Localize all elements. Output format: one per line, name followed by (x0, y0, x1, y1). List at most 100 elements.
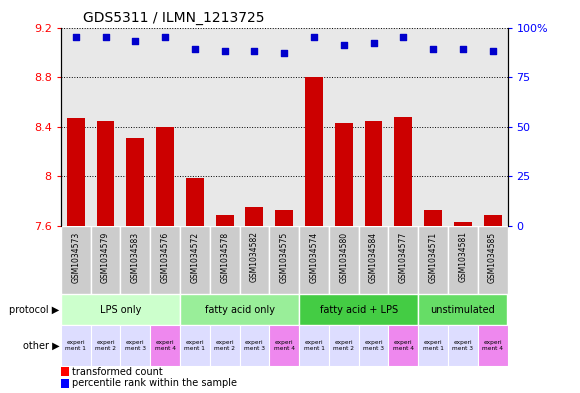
Bar (150, 325, 180, 365)
Text: LPS only: LPS only (100, 305, 141, 315)
Text: percentile rank within the sample: percentile rank within the sample (72, 378, 237, 388)
Bar (186, 178, 204, 226)
Text: GSM1034579: GSM1034579 (101, 231, 110, 283)
Bar (276, 210, 293, 226)
Bar (329, 325, 358, 365)
Bar (484, 215, 502, 226)
Text: experi
ment 2: experi ment 2 (334, 340, 354, 351)
Text: fatty acid only: fatty acid only (205, 305, 274, 315)
Point (458, 46, 467, 53)
Text: GSM1034577: GSM1034577 (399, 231, 408, 283)
Point (250, 48, 259, 55)
Bar (358, 325, 389, 365)
Point (398, 34, 408, 40)
Text: transformed count: transformed count (72, 367, 163, 376)
Text: experi
ment 1: experi ment 1 (423, 340, 444, 351)
Point (280, 50, 289, 57)
Bar (448, 325, 478, 365)
Text: GSM1034584: GSM1034584 (369, 231, 378, 283)
Bar (240, 226, 269, 294)
Text: experi
ment 1: experi ment 1 (66, 340, 86, 351)
Point (339, 42, 349, 48)
Bar (121, 226, 150, 294)
Bar (269, 325, 299, 365)
Text: experi
ment 4: experi ment 4 (155, 340, 176, 351)
Bar (365, 121, 382, 226)
Point (220, 48, 229, 55)
Bar (454, 222, 472, 226)
Bar (418, 325, 448, 365)
Bar (61, 226, 90, 294)
Bar (329, 226, 358, 294)
Text: GSM1034583: GSM1034583 (131, 231, 140, 283)
Text: other ▶: other ▶ (23, 340, 59, 350)
Text: experi
ment 3: experi ment 3 (452, 340, 473, 351)
Bar (389, 226, 418, 294)
Bar (97, 121, 114, 226)
Text: GSM1034574: GSM1034574 (310, 231, 318, 283)
Point (488, 48, 497, 55)
Bar (61, 379, 69, 388)
Bar (210, 226, 240, 294)
Bar (216, 215, 234, 226)
Bar (90, 226, 121, 294)
Text: experi
ment 4: experi ment 4 (482, 340, 503, 351)
Bar (210, 325, 240, 365)
Bar (335, 123, 353, 226)
Bar (126, 138, 144, 226)
Bar (358, 226, 389, 294)
Bar (305, 77, 323, 226)
Text: GSM1034575: GSM1034575 (280, 231, 289, 283)
Text: experi
ment 2: experi ment 2 (214, 340, 235, 351)
Point (309, 34, 318, 40)
Text: experi
ment 3: experi ment 3 (244, 340, 265, 351)
Bar (90, 325, 121, 365)
Bar (418, 226, 448, 294)
Bar (61, 294, 180, 325)
Bar (478, 226, 508, 294)
Text: unstimulated: unstimulated (430, 305, 495, 315)
Text: GSM1034578: GSM1034578 (220, 231, 229, 283)
Bar (418, 294, 508, 325)
Bar (299, 294, 418, 325)
Text: experi
ment 4: experi ment 4 (393, 340, 414, 351)
Bar (150, 226, 180, 294)
Bar (389, 325, 418, 365)
Text: GSM1034576: GSM1034576 (161, 231, 169, 283)
Text: GSM1034581: GSM1034581 (458, 231, 467, 283)
Text: GSM1034580: GSM1034580 (339, 231, 348, 283)
Text: GSM1034572: GSM1034572 (190, 231, 200, 283)
Bar (240, 325, 269, 365)
Bar (61, 367, 69, 376)
Bar (180, 226, 210, 294)
Bar (394, 117, 412, 226)
Bar (61, 325, 90, 365)
Point (190, 46, 200, 53)
Bar (156, 127, 174, 226)
Text: GSM1034585: GSM1034585 (488, 231, 497, 283)
Text: experi
ment 4: experi ment 4 (274, 340, 295, 351)
Point (130, 38, 140, 44)
Bar (245, 208, 263, 226)
Point (101, 34, 110, 40)
Bar (67, 118, 85, 226)
Point (71, 34, 81, 40)
Bar (424, 210, 442, 226)
Bar (269, 226, 299, 294)
Text: experi
ment 3: experi ment 3 (125, 340, 146, 351)
Bar (448, 226, 478, 294)
Text: GSM1034573: GSM1034573 (71, 231, 80, 283)
Bar (299, 226, 329, 294)
Text: experi
ment 3: experi ment 3 (363, 340, 384, 351)
Text: experi
ment 1: experi ment 1 (303, 340, 324, 351)
Text: experi
ment 1: experi ment 1 (184, 340, 205, 351)
Point (161, 34, 170, 40)
Point (429, 46, 438, 53)
Text: GSM1034582: GSM1034582 (250, 231, 259, 283)
Text: GDS5311 / ILMN_1213725: GDS5311 / ILMN_1213725 (84, 11, 264, 25)
Text: fatty acid + LPS: fatty acid + LPS (320, 305, 398, 315)
Bar (299, 325, 329, 365)
Bar (478, 325, 508, 365)
Text: experi
ment 2: experi ment 2 (95, 340, 116, 351)
Bar (180, 325, 210, 365)
